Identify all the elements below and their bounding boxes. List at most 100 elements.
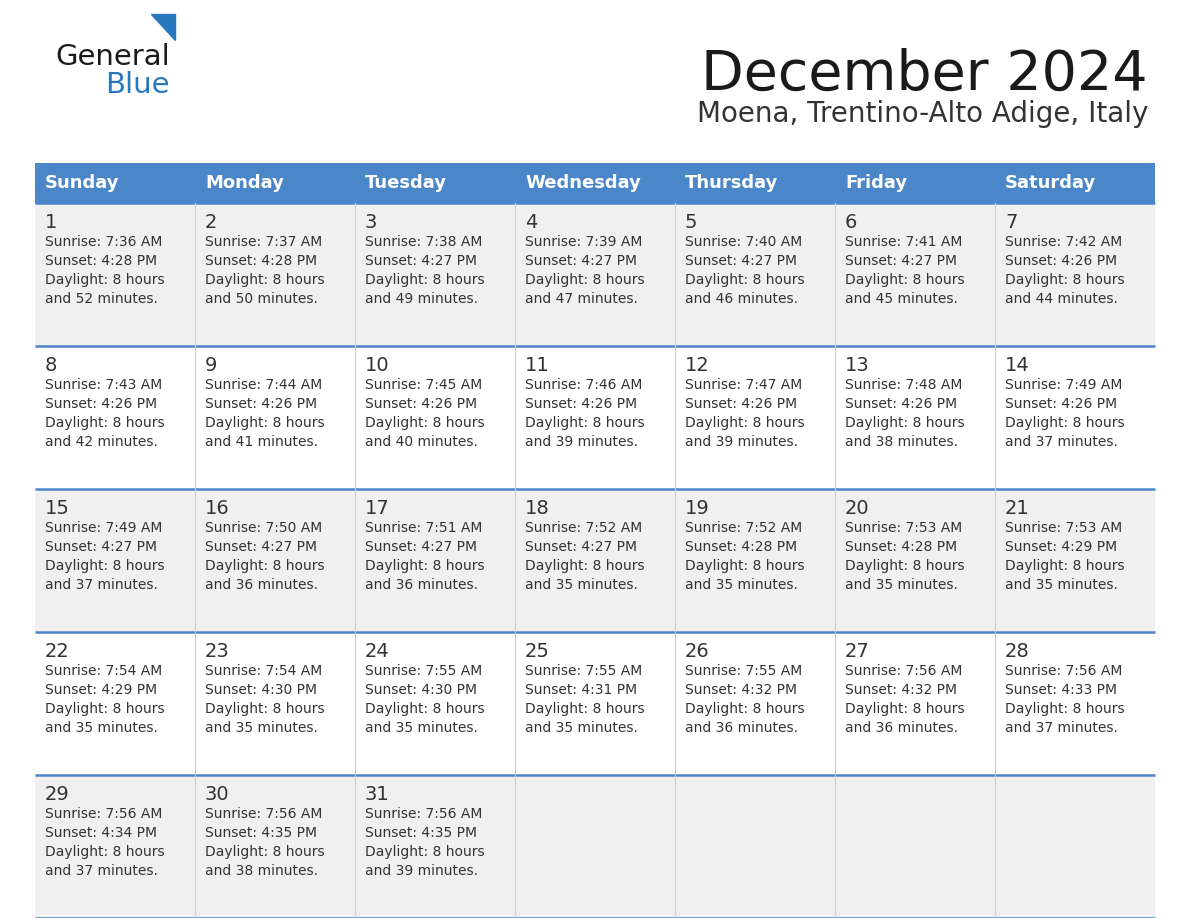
Text: Sunset: 4:27 PM: Sunset: 4:27 PM <box>525 540 637 554</box>
Text: Sunset: 4:26 PM: Sunset: 4:26 PM <box>206 397 317 411</box>
Text: Sunrise: 7:55 AM: Sunrise: 7:55 AM <box>525 664 643 678</box>
Text: Saturday: Saturday <box>1005 174 1097 192</box>
Text: 22: 22 <box>45 642 70 661</box>
Text: Thursday: Thursday <box>685 174 778 192</box>
Text: Sunrise: 7:38 AM: Sunrise: 7:38 AM <box>365 235 482 249</box>
Text: Sunset: 4:27 PM: Sunset: 4:27 PM <box>365 254 478 268</box>
Text: Sunrise: 7:43 AM: Sunrise: 7:43 AM <box>45 378 163 392</box>
Text: Sunset: 4:27 PM: Sunset: 4:27 PM <box>525 254 637 268</box>
Text: Daylight: 8 hours: Daylight: 8 hours <box>845 702 965 716</box>
Text: Sunrise: 7:45 AM: Sunrise: 7:45 AM <box>365 378 482 392</box>
Text: 2: 2 <box>206 213 217 232</box>
Text: Sunset: 4:28 PM: Sunset: 4:28 PM <box>685 540 797 554</box>
Text: 15: 15 <box>45 499 70 518</box>
Text: Sunday: Sunday <box>45 174 120 192</box>
Text: and 35 minutes.: and 35 minutes. <box>45 721 158 735</box>
Text: Sunrise: 7:46 AM: Sunrise: 7:46 AM <box>525 378 643 392</box>
Text: Daylight: 8 hours: Daylight: 8 hours <box>45 273 165 287</box>
Text: Sunrise: 7:53 AM: Sunrise: 7:53 AM <box>1005 521 1123 535</box>
Text: Daylight: 8 hours: Daylight: 8 hours <box>206 845 324 859</box>
Text: Sunrise: 7:44 AM: Sunrise: 7:44 AM <box>206 378 322 392</box>
Text: 14: 14 <box>1005 356 1030 375</box>
Text: and 35 minutes.: and 35 minutes. <box>845 578 958 592</box>
Text: Daylight: 8 hours: Daylight: 8 hours <box>365 416 485 430</box>
Text: Sunset: 4:27 PM: Sunset: 4:27 PM <box>845 254 958 268</box>
Text: Sunset: 4:26 PM: Sunset: 4:26 PM <box>845 397 958 411</box>
Text: Daylight: 8 hours: Daylight: 8 hours <box>525 702 645 716</box>
Text: Sunset: 4:26 PM: Sunset: 4:26 PM <box>685 397 797 411</box>
Text: Sunrise: 7:56 AM: Sunrise: 7:56 AM <box>45 807 163 821</box>
Text: and 37 minutes.: and 37 minutes. <box>1005 721 1118 735</box>
Text: Friday: Friday <box>845 174 908 192</box>
Text: Daylight: 8 hours: Daylight: 8 hours <box>206 559 324 573</box>
Text: Sunset: 4:29 PM: Sunset: 4:29 PM <box>1005 540 1117 554</box>
Text: Sunset: 4:34 PM: Sunset: 4:34 PM <box>45 826 157 840</box>
Text: 4: 4 <box>525 213 537 232</box>
Text: and 50 minutes.: and 50 minutes. <box>206 292 318 306</box>
Text: 10: 10 <box>365 356 390 375</box>
Text: 29: 29 <box>45 785 70 804</box>
Text: Moena, Trentino-Alto Adige, Italy: Moena, Trentino-Alto Adige, Italy <box>696 100 1148 128</box>
Text: Daylight: 8 hours: Daylight: 8 hours <box>685 416 804 430</box>
Text: Sunset: 4:26 PM: Sunset: 4:26 PM <box>525 397 637 411</box>
Text: 8: 8 <box>45 356 57 375</box>
Text: Sunset: 4:31 PM: Sunset: 4:31 PM <box>525 683 637 697</box>
Text: Sunset: 4:27 PM: Sunset: 4:27 PM <box>206 540 317 554</box>
Text: Sunrise: 7:52 AM: Sunrise: 7:52 AM <box>525 521 643 535</box>
Text: 21: 21 <box>1005 499 1030 518</box>
Text: Sunrise: 7:39 AM: Sunrise: 7:39 AM <box>525 235 643 249</box>
Text: 31: 31 <box>365 785 390 804</box>
Text: Sunrise: 7:55 AM: Sunrise: 7:55 AM <box>365 664 482 678</box>
Text: 20: 20 <box>845 499 870 518</box>
Text: Daylight: 8 hours: Daylight: 8 hours <box>45 559 165 573</box>
Text: and 36 minutes.: and 36 minutes. <box>845 721 958 735</box>
Text: and 36 minutes.: and 36 minutes. <box>365 578 478 592</box>
Text: Daylight: 8 hours: Daylight: 8 hours <box>365 559 485 573</box>
Text: Sunset: 4:32 PM: Sunset: 4:32 PM <box>845 683 958 697</box>
Text: and 37 minutes.: and 37 minutes. <box>1005 435 1118 449</box>
Text: Sunrise: 7:36 AM: Sunrise: 7:36 AM <box>45 235 163 249</box>
Text: Sunset: 4:28 PM: Sunset: 4:28 PM <box>845 540 958 554</box>
Text: Sunset: 4:29 PM: Sunset: 4:29 PM <box>45 683 157 697</box>
Bar <box>34 203 1155 346</box>
Text: and 39 minutes.: and 39 minutes. <box>685 435 798 449</box>
Text: 13: 13 <box>845 356 870 375</box>
Text: Sunrise: 7:49 AM: Sunrise: 7:49 AM <box>45 521 163 535</box>
Text: 30: 30 <box>206 785 229 804</box>
Text: and 35 minutes.: and 35 minutes. <box>206 721 318 735</box>
Text: and 37 minutes.: and 37 minutes. <box>45 578 158 592</box>
Text: December 2024: December 2024 <box>701 48 1148 102</box>
Text: Sunset: 4:26 PM: Sunset: 4:26 PM <box>1005 397 1117 411</box>
Text: Daylight: 8 hours: Daylight: 8 hours <box>206 416 324 430</box>
Text: and 42 minutes.: and 42 minutes. <box>45 435 158 449</box>
Text: Monday: Monday <box>206 174 284 192</box>
Text: Sunrise: 7:52 AM: Sunrise: 7:52 AM <box>685 521 802 535</box>
Text: and 35 minutes.: and 35 minutes. <box>525 721 638 735</box>
Text: Daylight: 8 hours: Daylight: 8 hours <box>1005 273 1125 287</box>
Text: Sunrise: 7:48 AM: Sunrise: 7:48 AM <box>845 378 962 392</box>
Text: Sunrise: 7:56 AM: Sunrise: 7:56 AM <box>845 664 962 678</box>
Text: 27: 27 <box>845 642 870 661</box>
Text: 18: 18 <box>525 499 550 518</box>
Text: Daylight: 8 hours: Daylight: 8 hours <box>45 416 165 430</box>
Text: Sunrise: 7:54 AM: Sunrise: 7:54 AM <box>206 664 322 678</box>
Text: and 39 minutes.: and 39 minutes. <box>525 435 638 449</box>
Text: Sunrise: 7:49 AM: Sunrise: 7:49 AM <box>1005 378 1123 392</box>
Text: Daylight: 8 hours: Daylight: 8 hours <box>206 702 324 716</box>
Text: General: General <box>55 43 170 71</box>
Text: Daylight: 8 hours: Daylight: 8 hours <box>845 559 965 573</box>
Text: and 35 minutes.: and 35 minutes. <box>365 721 478 735</box>
Polygon shape <box>151 14 175 40</box>
Text: Sunset: 4:30 PM: Sunset: 4:30 PM <box>365 683 478 697</box>
Text: 1: 1 <box>45 213 57 232</box>
Text: Sunset: 4:28 PM: Sunset: 4:28 PM <box>206 254 317 268</box>
Text: Sunset: 4:27 PM: Sunset: 4:27 PM <box>45 540 157 554</box>
Text: Daylight: 8 hours: Daylight: 8 hours <box>845 273 965 287</box>
Bar <box>34 489 1155 632</box>
Text: 24: 24 <box>365 642 390 661</box>
Text: Sunset: 4:27 PM: Sunset: 4:27 PM <box>685 254 797 268</box>
Text: and 49 minutes.: and 49 minutes. <box>365 292 478 306</box>
Text: Daylight: 8 hours: Daylight: 8 hours <box>365 845 485 859</box>
Text: Daylight: 8 hours: Daylight: 8 hours <box>45 845 165 859</box>
Text: 17: 17 <box>365 499 390 518</box>
